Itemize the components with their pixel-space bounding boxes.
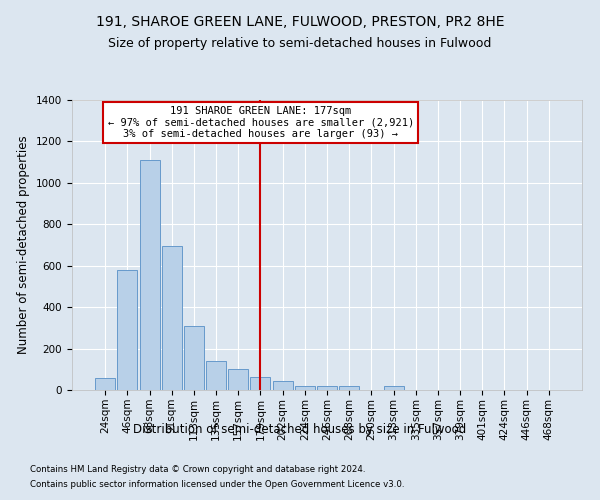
Text: Distribution of semi-detached houses by size in Fulwood: Distribution of semi-detached houses by … [133, 422, 467, 436]
Bar [118, 270, 137, 390]
Bar [339, 386, 359, 390]
Bar [250, 376, 271, 390]
Bar [140, 160, 160, 390]
Bar [383, 386, 404, 390]
Bar [162, 246, 182, 390]
Bar [228, 370, 248, 390]
Text: Contains public sector information licensed under the Open Government Licence v3: Contains public sector information licen… [30, 480, 404, 489]
Bar [95, 378, 115, 390]
Text: Size of property relative to semi-detached houses in Fulwood: Size of property relative to semi-detach… [109, 38, 491, 51]
Text: 191, SHAROE GREEN LANE, FULWOOD, PRESTON, PR2 8HE: 191, SHAROE GREEN LANE, FULWOOD, PRESTON… [96, 15, 504, 29]
Text: 191 SHAROE GREEN LANE: 177sqm
← 97% of semi-detached houses are smaller (2,921)
: 191 SHAROE GREEN LANE: 177sqm ← 97% of s… [107, 106, 414, 139]
Bar [184, 326, 204, 390]
Bar [272, 380, 293, 390]
Bar [206, 361, 226, 390]
Bar [317, 386, 337, 390]
Y-axis label: Number of semi-detached properties: Number of semi-detached properties [17, 136, 31, 354]
Bar [295, 386, 315, 390]
Text: Contains HM Land Registry data © Crown copyright and database right 2024.: Contains HM Land Registry data © Crown c… [30, 465, 365, 474]
